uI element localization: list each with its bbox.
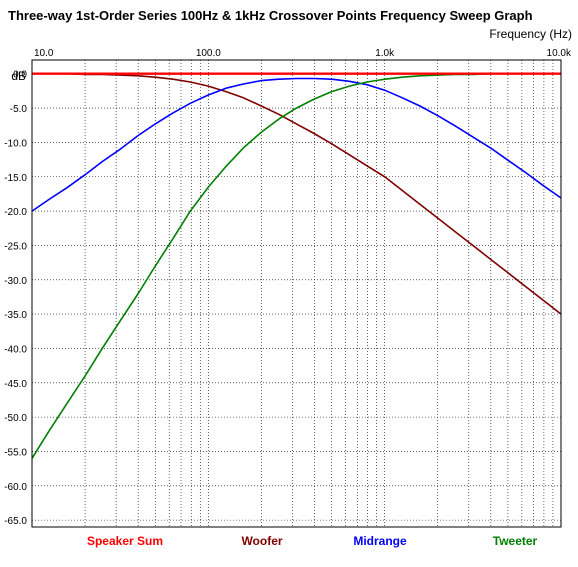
y-tick-label: -65.0 bbox=[4, 516, 27, 527]
grid bbox=[31, 60, 561, 527]
woofer-line bbox=[32, 72, 562, 315]
legend-item-speaker-sum: Speaker Sum bbox=[87, 534, 163, 548]
x-tick-labels: 10.0 100.0 1.0k 10.0k bbox=[34, 48, 572, 59]
y-tick-labels: 0.0 -5.0 -10.0 -15.0 -20.0 -25.0 -30.0 -35.0 -40… bbox=[4, 70, 27, 527]
y-tick-label: -40.0 bbox=[4, 344, 27, 355]
x-axis-label: Frequency (Hz) bbox=[489, 27, 572, 41]
y-tick-label: -10.0 bbox=[4, 138, 27, 149]
midrange-line bbox=[31, 77, 562, 212]
y-tick-label: -30.0 bbox=[4, 276, 27, 287]
legend: Speaker Sum Woofer Midrange Tweeter bbox=[87, 534, 538, 548]
legend-item-tweeter: Tweeter bbox=[493, 534, 538, 548]
y-tick-label: -55.0 bbox=[4, 447, 27, 458]
y-tick-label: -25.0 bbox=[4, 241, 27, 252]
x-tick-label: 10.0k bbox=[547, 48, 572, 59]
x-tick-label: 10.0 bbox=[34, 48, 54, 59]
chart-title: Three-way 1st-Order Series 100Hz & 1kHz … bbox=[8, 8, 533, 23]
y-tick-label: -35.0 bbox=[4, 310, 27, 321]
plot-frame bbox=[31, 59, 562, 528]
tweeter-line bbox=[31, 72, 561, 459]
y-tick-label: -45.0 bbox=[4, 379, 27, 390]
series-lines bbox=[31, 72, 562, 459]
x-tick-label: 100.0 bbox=[196, 48, 221, 59]
y-tick-label: -50.0 bbox=[4, 413, 27, 424]
y-tick-label: -20.0 bbox=[4, 207, 27, 218]
y-tick-label: -5.0 bbox=[10, 104, 28, 115]
y-axis-label: dB bbox=[11, 69, 26, 83]
legend-item-midrange: Midrange bbox=[353, 534, 407, 548]
legend-item-woofer: Woofer bbox=[241, 534, 282, 548]
y-tick-label: 0.0 bbox=[13, 70, 27, 81]
x-tick-label: 1.0k bbox=[375, 48, 395, 59]
y-tick-label: -15.0 bbox=[4, 173, 27, 184]
y-tick-label: -60.0 bbox=[4, 482, 27, 493]
